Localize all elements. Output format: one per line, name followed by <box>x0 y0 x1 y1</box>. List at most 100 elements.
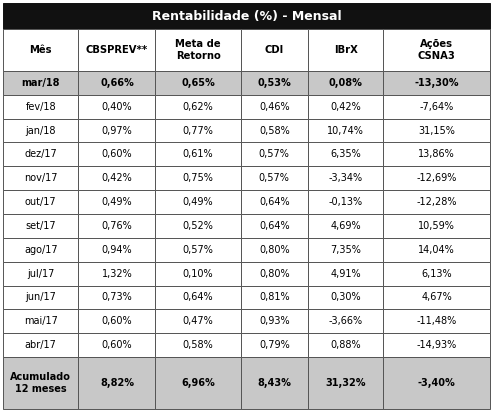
Text: 0,49%: 0,49% <box>102 197 132 207</box>
Text: 0,64%: 0,64% <box>259 221 289 231</box>
Bar <box>155 166 241 190</box>
Text: -12,69%: -12,69% <box>417 173 457 183</box>
Text: -12,28%: -12,28% <box>417 197 457 207</box>
Bar <box>78 190 155 214</box>
Bar <box>3 286 78 309</box>
Bar <box>308 357 384 409</box>
Bar <box>78 262 155 286</box>
Bar <box>155 214 241 238</box>
Bar <box>155 95 241 119</box>
Text: 0,57%: 0,57% <box>259 150 290 159</box>
Text: 10,74%: 10,74% <box>327 126 364 136</box>
Bar <box>241 286 308 309</box>
Bar <box>241 309 308 333</box>
Bar <box>241 238 308 262</box>
Text: 6,13%: 6,13% <box>422 269 452 279</box>
Text: 0,93%: 0,93% <box>259 316 289 326</box>
Text: 0,64%: 0,64% <box>183 293 213 302</box>
Bar <box>3 357 78 409</box>
Bar <box>3 214 78 238</box>
Bar <box>78 143 155 166</box>
Text: 0,88%: 0,88% <box>330 340 361 350</box>
Bar <box>155 238 241 262</box>
Bar <box>384 119 490 143</box>
Bar <box>155 29 241 71</box>
Bar <box>308 119 384 143</box>
Bar <box>78 95 155 119</box>
Text: 0,79%: 0,79% <box>259 340 289 350</box>
Text: -11,48%: -11,48% <box>417 316 457 326</box>
Bar <box>241 262 308 286</box>
Text: 0,97%: 0,97% <box>102 126 132 136</box>
Text: Meta de
Retorno: Meta de Retorno <box>175 39 221 61</box>
Bar <box>155 190 241 214</box>
Bar <box>308 262 384 286</box>
Bar <box>241 143 308 166</box>
Text: CDI: CDI <box>265 45 284 55</box>
Text: out/17: out/17 <box>25 197 57 207</box>
Text: -3,34%: -3,34% <box>328 173 363 183</box>
Bar <box>384 357 490 409</box>
Bar <box>308 166 384 190</box>
Bar <box>384 286 490 309</box>
Text: 0,47%: 0,47% <box>183 316 213 326</box>
Bar <box>155 143 241 166</box>
Text: 0,57%: 0,57% <box>182 245 213 255</box>
Text: 0,60%: 0,60% <box>102 316 132 326</box>
Text: 31,15%: 31,15% <box>418 126 455 136</box>
Text: fev/18: fev/18 <box>26 102 56 112</box>
Text: 1,32%: 1,32% <box>102 269 132 279</box>
Bar <box>3 333 78 357</box>
Text: -0,13%: -0,13% <box>328 197 363 207</box>
Text: 0,40%: 0,40% <box>102 102 132 112</box>
Bar <box>241 214 308 238</box>
Bar <box>155 119 241 143</box>
Bar <box>3 190 78 214</box>
Bar <box>78 214 155 238</box>
Bar <box>384 309 490 333</box>
Text: Mês: Mês <box>30 45 52 55</box>
Bar <box>308 29 384 71</box>
Text: 13,86%: 13,86% <box>418 150 455 159</box>
Text: 7,35%: 7,35% <box>330 245 361 255</box>
Bar <box>78 166 155 190</box>
Text: 4,91%: 4,91% <box>330 269 361 279</box>
Bar <box>3 262 78 286</box>
Text: dez/17: dez/17 <box>24 150 57 159</box>
Text: 0,66%: 0,66% <box>100 78 134 88</box>
Text: -3,40%: -3,40% <box>418 378 456 388</box>
Text: 0,49%: 0,49% <box>183 197 213 207</box>
Bar <box>384 238 490 262</box>
Bar <box>384 95 490 119</box>
Bar <box>384 214 490 238</box>
Text: 6,96%: 6,96% <box>181 378 215 388</box>
Bar <box>308 143 384 166</box>
Text: 0,52%: 0,52% <box>182 221 213 231</box>
Bar <box>155 309 241 333</box>
Bar <box>308 286 384 309</box>
Bar <box>155 333 241 357</box>
Text: 0,81%: 0,81% <box>259 293 289 302</box>
Text: 0,61%: 0,61% <box>183 150 213 159</box>
Bar <box>384 262 490 286</box>
Bar <box>3 309 78 333</box>
Text: 10,59%: 10,59% <box>418 221 455 231</box>
Bar <box>308 95 384 119</box>
Text: 14,04%: 14,04% <box>418 245 455 255</box>
Bar <box>241 166 308 190</box>
Text: 0,75%: 0,75% <box>182 173 213 183</box>
Bar <box>78 119 155 143</box>
Bar <box>3 95 78 119</box>
Bar <box>78 71 155 95</box>
Text: abr/17: abr/17 <box>25 340 57 350</box>
Bar <box>384 71 490 95</box>
Text: 0,80%: 0,80% <box>259 245 289 255</box>
Text: jun/17: jun/17 <box>25 293 56 302</box>
Bar <box>308 309 384 333</box>
Bar <box>308 238 384 262</box>
Bar <box>3 119 78 143</box>
Bar <box>308 214 384 238</box>
Text: 0,76%: 0,76% <box>102 221 132 231</box>
Bar <box>78 238 155 262</box>
Bar <box>78 309 155 333</box>
